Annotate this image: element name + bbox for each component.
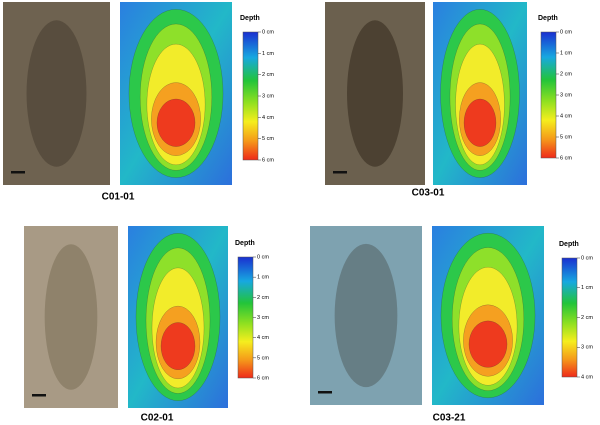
legend-tick-label: 2 cm <box>262 72 274 78</box>
footprint-impression <box>44 244 98 390</box>
legend-tick-label: 4 cm <box>257 335 269 341</box>
legend-tick-label: 4 cm <box>581 374 593 380</box>
scale-bar <box>333 171 347 174</box>
depth-contour <box>160 322 196 370</box>
panel: Depth 0 cm 1 cm 2 cm 3 cm 4 cm C03-21 <box>310 226 593 424</box>
legend-tick-label: 1 cm <box>560 50 572 56</box>
legend-tick-label: 6 cm <box>262 157 274 163</box>
legend-tick-label: 0 cm <box>581 255 593 261</box>
footprint-impression <box>334 243 398 388</box>
legend-tick-label: 0 cm <box>257 254 269 260</box>
depth-contour <box>156 98 196 147</box>
legend-title: Depth <box>538 15 558 22</box>
panel: Depth 0 cm 1 cm 2 cm 3 cm 4 cm 5 cm 6 cm C03-01 <box>325 2 572 199</box>
footprint-impression <box>347 20 403 167</box>
legend-tick-label: 0 cm <box>262 29 274 35</box>
color-bar <box>561 257 578 378</box>
color-bar <box>237 256 254 379</box>
color-bar <box>540 31 557 159</box>
legend-tick-label: 2 cm <box>581 315 593 321</box>
depth-contour <box>463 98 497 147</box>
panel-label: C03-01 <box>412 188 445 199</box>
legend-tick-label: 1 cm <box>257 275 269 281</box>
legend-title: Depth <box>559 241 579 248</box>
panel: Depth 0 cm 1 cm 2 cm 3 cm 4 cm 5 cm 6 cm C02-01 <box>24 226 269 424</box>
legend-tick-label: 1 cm <box>262 51 274 57</box>
legend-tick-label: 1 cm <box>581 285 593 291</box>
panel-label: C01-01 <box>102 192 135 203</box>
legend-tick-label: 5 cm <box>257 355 269 361</box>
footprint-impression <box>26 20 87 167</box>
color-bar <box>242 31 259 161</box>
legend-tick-label: 3 cm <box>560 92 572 98</box>
panel-label: C02-01 <box>141 413 174 424</box>
legend-tick-label: 2 cm <box>560 71 572 77</box>
legend-title: Depth <box>235 240 255 247</box>
legend-title: Depth <box>240 15 260 22</box>
legend-tick-label: 2 cm <box>257 295 269 301</box>
legend-tick-label: 0 cm <box>560 29 572 35</box>
legend-tick-label: 4 cm <box>262 115 274 121</box>
legend-tick-label: 3 cm <box>581 345 593 351</box>
scale-bar <box>32 394 46 397</box>
panel: Depth 0 cm 1 cm 2 cm 3 cm 4 cm 5 cm 6 cm C01-01 <box>3 2 274 203</box>
depth-contour <box>468 320 508 368</box>
legend-tick-label: 5 cm <box>560 134 572 140</box>
legend-tick-label: 3 cm <box>262 93 274 99</box>
legend-tick-label: 4 cm <box>560 113 572 119</box>
scale-bar <box>11 171 25 174</box>
legend-tick-label: 3 cm <box>257 315 269 321</box>
legend-tick-label: 5 cm <box>262 136 274 142</box>
legend-tick-label: 6 cm <box>560 155 572 161</box>
panel-label: C03-21 <box>433 413 466 424</box>
legend-tick-label: 6 cm <box>257 375 269 381</box>
scale-bar <box>318 391 332 394</box>
